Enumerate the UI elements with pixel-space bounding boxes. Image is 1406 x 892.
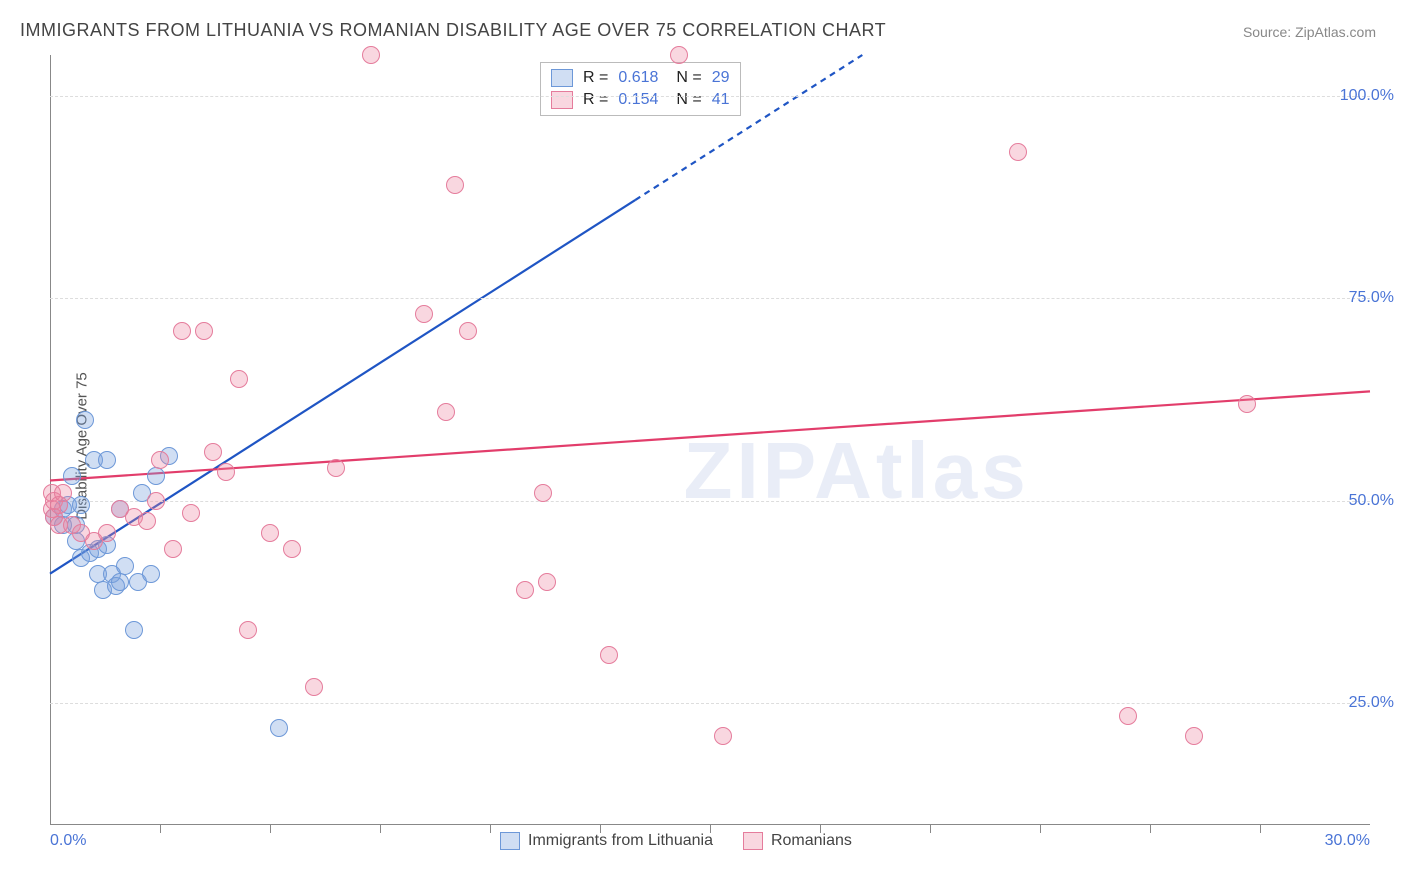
legend-N-label: N =: [676, 69, 701, 87]
data-point-romanians: [1009, 143, 1027, 161]
legend-series-label-romanians: Romanians: [771, 832, 852, 850]
data-point-romanians: [534, 484, 552, 502]
data-point-romanians: [261, 524, 279, 542]
x-tick-mark: [710, 825, 711, 833]
data-point-romanians: [670, 46, 688, 64]
x-tick-label: 0.0%: [50, 832, 86, 850]
legend-R-value-lithuania: 0.618: [618, 69, 658, 87]
data-point-lithuania: [111, 573, 129, 591]
data-point-lithuania: [63, 467, 81, 485]
x-tick-mark: [270, 825, 271, 833]
data-point-romanians: [151, 451, 169, 469]
x-tick-label: 30.0%: [1325, 832, 1370, 850]
chart-title: IMMIGRANTS FROM LITHUANIA VS ROMANIAN DI…: [20, 20, 886, 41]
data-point-romanians: [138, 512, 156, 530]
legend-N-label: N =: [676, 91, 701, 109]
legend-R-label: R =: [583, 91, 608, 109]
legend-swatch-lithuania: [551, 69, 573, 87]
x-tick-mark: [380, 825, 381, 833]
data-point-romanians: [98, 524, 116, 542]
data-point-romanians: [415, 305, 433, 323]
data-point-romanians: [54, 484, 72, 502]
data-point-lithuania: [98, 451, 116, 469]
x-tick-mark: [600, 825, 601, 833]
plot-area: [50, 55, 1370, 825]
x-tick-mark: [160, 825, 161, 833]
legend-correlation: R = 0.618 N = 29 R = 0.154 N = 41: [540, 62, 741, 116]
data-point-romanians: [714, 727, 732, 745]
legend-N-value-lithuania: 29: [712, 69, 730, 87]
y-tick-label: 75.0%: [1349, 289, 1394, 307]
legend-swatch-romanians: [743, 832, 763, 850]
legend-series-label-lithuania: Immigrants from Lithuania: [528, 832, 713, 850]
data-point-romanians: [182, 504, 200, 522]
data-point-romanians: [147, 492, 165, 510]
x-tick-mark: [820, 825, 821, 833]
data-point-lithuania: [125, 621, 143, 639]
legend-series-item-lithuania: Immigrants from Lithuania: [500, 832, 713, 850]
source-label: Source: ZipAtlas.com: [1243, 24, 1376, 40]
data-point-romanians: [217, 463, 235, 481]
x-tick-mark: [1040, 825, 1041, 833]
data-point-romanians: [446, 176, 464, 194]
source-prefix: Source:: [1243, 24, 1295, 40]
data-point-romanians: [239, 621, 257, 639]
data-point-romanians: [204, 443, 222, 461]
data-point-romanians: [516, 581, 534, 599]
data-point-romanians: [1238, 395, 1256, 413]
legend-N-value-romanians: 41: [712, 91, 730, 109]
data-point-romanians: [327, 459, 345, 477]
data-point-romanians: [362, 46, 380, 64]
data-point-lithuania: [76, 411, 94, 429]
data-point-romanians: [230, 370, 248, 388]
legend-correlation-row-romanians: R = 0.154 N = 41: [541, 89, 740, 111]
data-point-lithuania: [72, 496, 90, 514]
x-tick-mark: [930, 825, 931, 833]
data-point-romanians: [195, 322, 213, 340]
legend-R-value-romanians: 0.154: [618, 91, 658, 109]
x-tick-mark: [1150, 825, 1151, 833]
x-tick-mark: [490, 825, 491, 833]
data-point-romanians: [305, 678, 323, 696]
y-tick-label: 100.0%: [1340, 87, 1394, 105]
gridline-h: [50, 703, 1370, 704]
legend-series-item-romanians: Romanians: [743, 832, 852, 850]
data-point-romanians: [283, 540, 301, 558]
y-tick-label: 50.0%: [1349, 492, 1394, 510]
data-point-romanians: [437, 403, 455, 421]
data-point-lithuania: [270, 719, 288, 737]
data-point-lithuania: [147, 467, 165, 485]
data-point-lithuania: [142, 565, 160, 583]
y-tick-label: 25.0%: [1349, 694, 1394, 712]
data-point-romanians: [1185, 727, 1203, 745]
gridline-h: [50, 96, 1370, 97]
data-point-romanians: [1119, 707, 1137, 725]
data-point-romanians: [600, 646, 618, 664]
legend-correlation-row-lithuania: R = 0.618 N = 29: [541, 67, 740, 89]
data-point-lithuania: [116, 557, 134, 575]
gridline-h: [50, 501, 1370, 502]
legend-swatch-lithuania: [500, 832, 520, 850]
data-point-romanians: [459, 322, 477, 340]
data-point-romanians: [173, 322, 191, 340]
source-name: ZipAtlas.com: [1295, 24, 1376, 40]
legend-series: Immigrants from Lithuania Romanians: [500, 832, 852, 850]
data-point-romanians: [164, 540, 182, 558]
gridline-h: [50, 298, 1370, 299]
legend-swatch-romanians: [551, 91, 573, 109]
data-point-romanians: [538, 573, 556, 591]
legend-R-label: R =: [583, 69, 608, 87]
x-tick-mark: [1260, 825, 1261, 833]
